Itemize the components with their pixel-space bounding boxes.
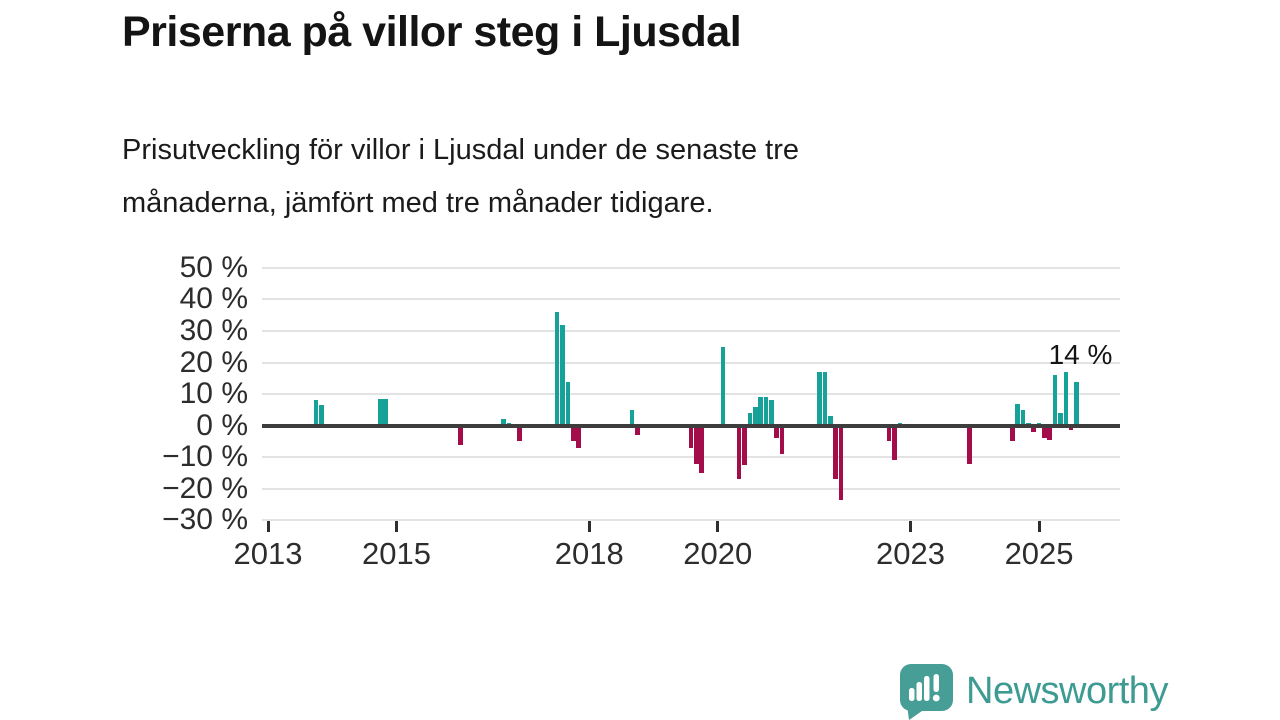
chart-title: Priserna på villor steg i Ljusdal bbox=[122, 8, 742, 56]
bar bbox=[570, 425, 576, 442]
bar bbox=[1074, 381, 1079, 426]
x-axis-tick bbox=[716, 521, 720, 533]
bar bbox=[694, 425, 699, 464]
bar bbox=[747, 413, 753, 426]
bar bbox=[1058, 413, 1063, 426]
x-axis-tick bbox=[909, 521, 913, 533]
bar bbox=[720, 346, 726, 426]
bar bbox=[699, 425, 704, 474]
bar bbox=[1042, 425, 1047, 439]
bar bbox=[1020, 409, 1026, 426]
bar bbox=[560, 324, 565, 426]
bar bbox=[458, 425, 464, 445]
bar bbox=[576, 425, 581, 448]
bar bbox=[1009, 425, 1015, 442]
bar bbox=[742, 425, 747, 466]
x-axis-label: 2018 bbox=[554, 536, 624, 571]
chart-subtitle: Prisutveckling för villor i Ljusdal unde… bbox=[122, 124, 799, 230]
bar bbox=[1047, 425, 1053, 440]
bar bbox=[774, 425, 779, 439]
x-axis-label: 2023 bbox=[876, 536, 946, 571]
bar bbox=[822, 372, 828, 426]
gridline--10 bbox=[262, 456, 1120, 459]
bar bbox=[886, 425, 892, 442]
bar bbox=[554, 312, 560, 426]
newsworthy-logo-icon bbox=[900, 664, 953, 720]
y-axis-label: 30 % bbox=[179, 313, 248, 347]
bar bbox=[752, 406, 758, 426]
chart-subtitle-line-1: Prisutveckling för villor i Ljusdal unde… bbox=[122, 134, 799, 166]
bar bbox=[383, 398, 389, 426]
x-axis-tick bbox=[587, 521, 591, 533]
x-axis-label: 2020 bbox=[683, 536, 753, 571]
x-axis-tick bbox=[266, 521, 270, 533]
gridline-30 bbox=[262, 329, 1120, 332]
bar bbox=[736, 425, 742, 480]
x-axis-label: 2015 bbox=[362, 536, 431, 571]
latest-value-annotation: 14 % bbox=[1048, 339, 1113, 370]
bar bbox=[779, 425, 785, 455]
gridline-20 bbox=[262, 361, 1120, 364]
bar bbox=[758, 397, 763, 426]
bar bbox=[838, 425, 844, 500]
bar bbox=[1031, 425, 1036, 432]
bar bbox=[817, 372, 822, 426]
x-axis-label: 2025 bbox=[1004, 536, 1074, 571]
bar bbox=[1015, 403, 1020, 426]
y-axis-label: −30 % bbox=[162, 503, 248, 537]
x-axis-tick bbox=[395, 521, 398, 533]
newsworthy-logo-text: Newsworthy bbox=[966, 670, 1168, 712]
y-axis-label: 0 % bbox=[196, 408, 248, 442]
gridline-40 bbox=[262, 298, 1120, 301]
bar bbox=[319, 405, 324, 426]
bar bbox=[769, 400, 774, 426]
bar bbox=[1052, 375, 1058, 426]
newsworthy-logo: Newsworthy bbox=[898, 663, 1168, 720]
x-axis-label: 2013 bbox=[233, 536, 303, 571]
gridline--30 bbox=[262, 519, 1120, 522]
bar bbox=[517, 425, 522, 442]
y-axis-label: −10 % bbox=[162, 440, 248, 474]
bar bbox=[378, 398, 383, 426]
y-axis-label: 10 % bbox=[179, 377, 248, 411]
bar bbox=[1063, 372, 1069, 426]
bar bbox=[967, 425, 972, 464]
y-axis-label: 50 % bbox=[179, 250, 248, 284]
bar bbox=[565, 381, 571, 426]
gridline--20 bbox=[262, 487, 1120, 490]
bar bbox=[833, 425, 838, 480]
bar bbox=[827, 416, 833, 426]
y-axis-label: 20 % bbox=[179, 345, 248, 379]
y-axis-label: −20 % bbox=[162, 471, 248, 505]
bar bbox=[1068, 425, 1074, 431]
x-axis-tick bbox=[1037, 521, 1041, 533]
gridline-50 bbox=[262, 266, 1120, 269]
bar bbox=[763, 397, 769, 426]
bar bbox=[892, 425, 897, 461]
bar bbox=[313, 400, 319, 426]
chart-subtitle-line-2: månaderna, jämfört med tre månader tidig… bbox=[122, 187, 714, 219]
bar bbox=[629, 409, 635, 426]
y-axis-label: 40 % bbox=[179, 282, 248, 316]
bar bbox=[635, 425, 640, 436]
gridline-10 bbox=[262, 393, 1120, 396]
x-axis-line bbox=[262, 423, 1120, 428]
bar bbox=[501, 419, 506, 426]
bar bbox=[688, 425, 694, 448]
